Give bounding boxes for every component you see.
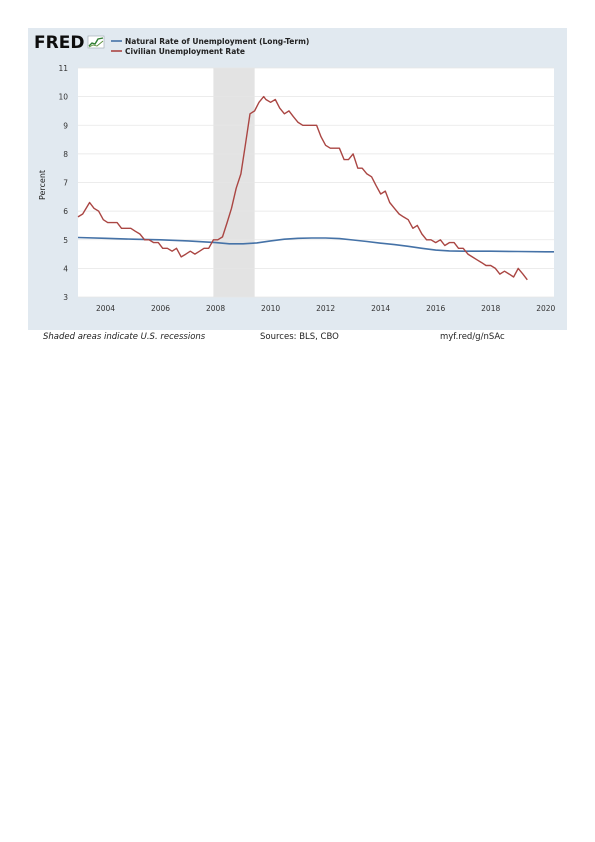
short-link[interactable]: myf.red/g/nSAc — [440, 332, 505, 342]
y-axis-label: Percent — [38, 170, 47, 200]
y-tick-label: 5 — [63, 236, 68, 245]
legend-label: Natural Rate of Unemployment (Long-Term) — [125, 37, 309, 46]
x-tick-label: 2020 — [536, 304, 555, 313]
y-tick-label: 6 — [63, 207, 68, 216]
legend-label: Civilian Unemployment Rate — [125, 47, 245, 56]
y-tick-label: 4 — [63, 264, 68, 273]
series-line-civilian-rate — [77, 95, 528, 281]
x-tick-label: 2012 — [316, 304, 335, 313]
chart-panel: FRED Natural Rate of Unemployment (Long-… — [28, 28, 567, 330]
x-tick-label: 2016 — [426, 304, 445, 313]
y-tick-label: 7 — [63, 179, 68, 188]
fred-logo-text: FRED — [34, 33, 84, 53]
x-tick-label: 2018 — [481, 304, 500, 313]
unemployment-chart: FRED Natural Rate of Unemployment (Long-… — [34, 33, 556, 313]
x-tick-label: 2006 — [151, 304, 170, 313]
x-tick-label: 2004 — [96, 304, 115, 313]
x-tick-label: 2010 — [261, 304, 280, 313]
series-line-natural-rate — [77, 236, 554, 253]
legend: Natural Rate of Unemployment (Long-Term)… — [111, 37, 309, 56]
y-tick-label: 10 — [58, 93, 68, 102]
y-tick-label: 9 — [63, 121, 68, 130]
y-tick-label: 8 — [63, 150, 68, 159]
y-tick-label: 11 — [58, 64, 68, 73]
fred-logo: FRED — [34, 33, 105, 53]
y-tick-label: 3 — [63, 293, 68, 302]
fred-logo-graph-icon — [87, 35, 105, 49]
x-tick-label: 2014 — [371, 304, 390, 313]
plot-area: 3 4 5 6 7 8 9 10 11 2004 2006 2008 2010 2012 2014 2016 2… — [58, 64, 555, 313]
sources-text: Sources: BLS, CBO — [260, 332, 339, 342]
recession-note: Shaded areas indicate U.S. recessions — [43, 332, 206, 342]
x-tick-label: 2008 — [206, 304, 225, 313]
